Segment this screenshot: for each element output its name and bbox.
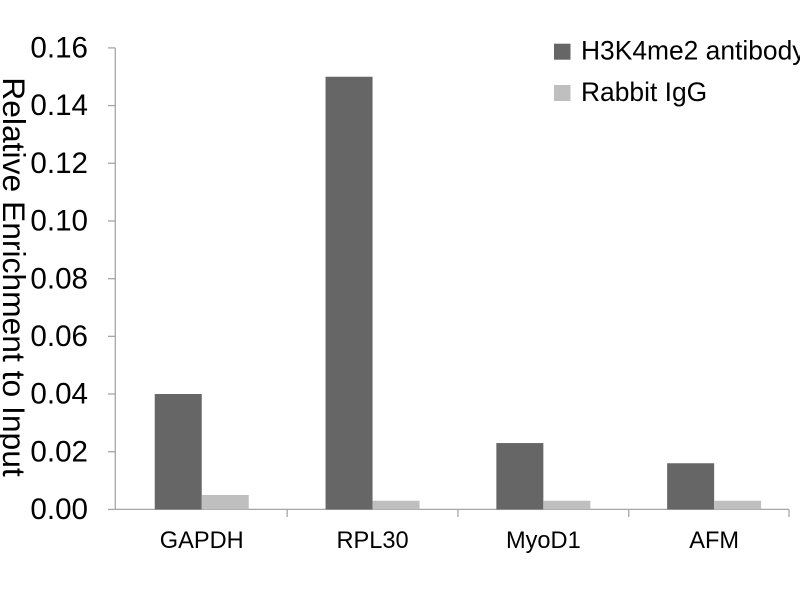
svg-text:0.12: 0.12 [30, 147, 88, 180]
svg-text:0.04: 0.04 [30, 378, 88, 411]
svg-text:0.06: 0.06 [30, 320, 88, 353]
svg-text:0.16: 0.16 [30, 32, 88, 65]
svg-text:Relative Enrichment to Input: Relative Enrichment to Input [0, 77, 32, 477]
svg-text:0.10: 0.10 [30, 205, 88, 238]
svg-text:0.08: 0.08 [30, 262, 88, 295]
svg-text:0.14: 0.14 [30, 89, 88, 122]
svg-text:0.00: 0.00 [30, 493, 88, 526]
svg-text:AFM: AFM [689, 528, 739, 554]
svg-text:Rabbit IgG: Rabbit IgG [581, 77, 707, 107]
svg-text:0.02: 0.02 [30, 435, 88, 468]
svg-text:GAPDH: GAPDH [160, 528, 244, 554]
svg-text:MyoD1: MyoD1 [506, 528, 581, 554]
svg-text:H3K4me2 antibody: H3K4me2 antibody [581, 36, 800, 66]
svg-text:RPL30: RPL30 [336, 528, 408, 554]
